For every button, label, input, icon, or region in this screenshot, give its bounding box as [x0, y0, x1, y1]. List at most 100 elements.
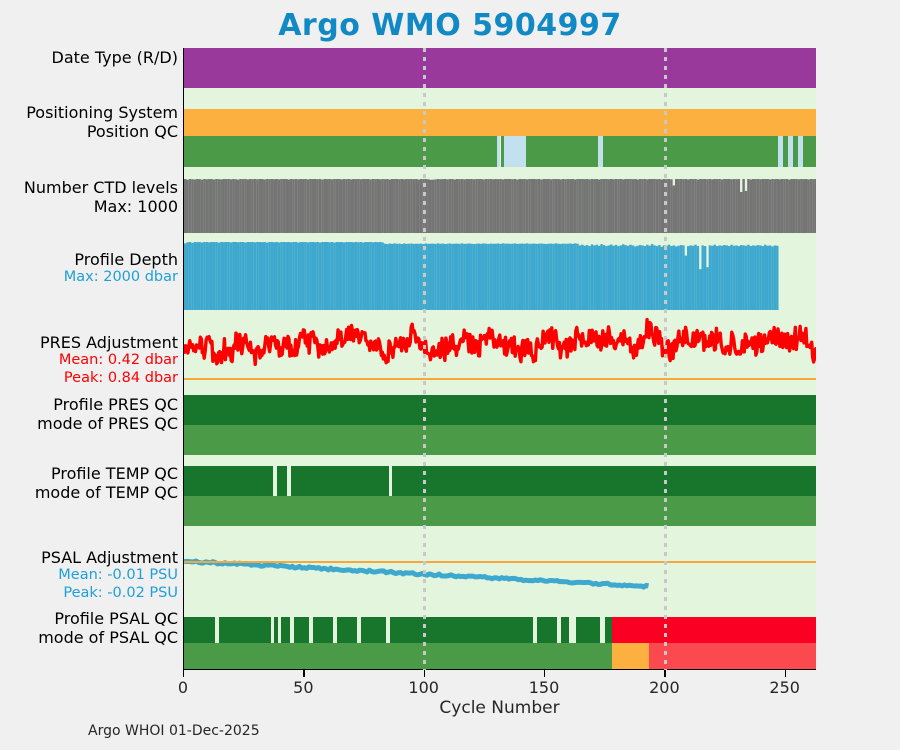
ctd-levels-bar [229, 179, 233, 233]
panel-position-qc [184, 136, 816, 167]
ctd-levels-bar [756, 179, 760, 233]
profile-depth-bar [523, 243, 526, 310]
ctd-levels-bar [244, 179, 247, 233]
ctd-levels-bar [614, 179, 618, 233]
profile-depth-bar [292, 242, 295, 310]
ctd-levels-bar [448, 179, 452, 233]
profile-depth-bar [711, 245, 714, 310]
ctd-levels-bar [369, 179, 372, 233]
profile-depth-bar [631, 245, 635, 310]
profile-psal-qc-segment [557, 617, 561, 643]
profile-depth-bar [458, 243, 461, 310]
profile-depth-bar [578, 245, 582, 310]
ctd-levels-bar [484, 179, 488, 233]
ctd-levels-bar [513, 179, 517, 233]
x-tick-label: 150 [528, 678, 560, 697]
ctd-levels-bar [508, 179, 512, 233]
ctd-levels-bar [253, 179, 257, 233]
ctd-levels-bar [581, 179, 584, 233]
ctd-levels-bar [776, 179, 779, 233]
profile-depth-bar [198, 242, 201, 310]
ctd-levels-bar [193, 179, 197, 233]
ctd-levels-bar [446, 179, 449, 233]
ctd-levels-bar [583, 179, 586, 233]
footer-credit: Argo WHOI 01-Dec-2025 [88, 723, 260, 739]
profile-depth-bar [347, 242, 351, 310]
ctd-levels-bar [395, 179, 399, 233]
profile-depth-bar [634, 246, 637, 310]
ctd-levels-bar [504, 179, 507, 233]
profile-depth-bar [756, 245, 760, 310]
ctd-levels-bar [597, 179, 601, 233]
profile-depth-bar [212, 242, 216, 310]
profile-depth-bar [248, 242, 252, 310]
position-qc-segment [778, 136, 784, 167]
ctd-levels-bar [306, 179, 310, 233]
ctd-levels-bar [436, 179, 440, 233]
row-label-profile-temp-qc: Profile TEMP QC mode of TEMP QC [0, 464, 178, 502]
profile-psal-qc-segment [293, 617, 310, 643]
label-pres-peak: Peak: 0.84 dbar [63, 369, 178, 386]
pres-zero-reference-line [184, 378, 816, 380]
profile-depth-bar [492, 243, 495, 310]
profile-depth-bar [610, 244, 613, 310]
profile-depth-bar [246, 242, 250, 310]
profile-depth-bar [557, 243, 560, 310]
profile-depth-bar [535, 243, 538, 310]
profile-depth-bar [241, 242, 245, 310]
profile-depth-bar [403, 243, 406, 310]
ctd-levels-bar [797, 179, 801, 233]
ctd-levels-bar [460, 179, 464, 233]
ctd-levels-bar [376, 179, 379, 233]
profile-depth-bar [725, 245, 728, 310]
panel-mode-temp-qc [184, 496, 816, 526]
profile-depth-bar [646, 244, 649, 310]
profile-psal-qc-segment [312, 617, 334, 643]
ctd-levels-bar [641, 179, 644, 233]
profile-depth-bar [487, 243, 490, 310]
ctd-levels-bar [771, 179, 774, 233]
profile-depth-bar [715, 246, 719, 310]
profile-depth-bar [261, 242, 264, 310]
profile-depth-bar [299, 242, 302, 310]
ctd-levels-bar [809, 179, 813, 233]
mode-temp-qc-segment [184, 496, 816, 526]
label-number-ctd-levels: Number CTD levels [23, 178, 178, 197]
ctd-levels-bar [718, 179, 721, 233]
ctd-levels-bar [475, 179, 478, 233]
ctd-levels-bar [338, 179, 341, 233]
profile-depth-bar [287, 242, 290, 310]
profile-depth-bar [559, 243, 562, 310]
profile-depth-bar [200, 242, 204, 310]
ctd-levels-bar [200, 179, 204, 233]
ctd-levels-bar [802, 179, 806, 233]
profile-depth-bar [253, 242, 257, 310]
profile-depth-bar [369, 242, 372, 310]
profile-depth-bar [468, 243, 471, 310]
ctd-levels-bar [636, 179, 639, 233]
ctd-levels-bar [366, 179, 370, 233]
ctd-levels-bar [410, 179, 413, 233]
profile-depth-bar [443, 243, 447, 310]
ctd-levels-bar [390, 179, 394, 233]
profile-depth-bar [773, 245, 777, 310]
profile-depth-bar [470, 243, 473, 310]
profile-depth-bar [193, 242, 197, 310]
psal-adjustment-trace [184, 558, 649, 590]
ctd-levels-bar [234, 179, 237, 233]
profile-psal-qc-segment [569, 617, 577, 643]
ctd-levels-bar [256, 179, 259, 233]
ctd-levels-bar [220, 179, 223, 233]
row-label-profile-psal-qc: Profile PSAL QC mode of PSAL QC [0, 609, 178, 647]
ctd-levels-bar [590, 179, 594, 233]
ctd-levels-bar [547, 179, 550, 233]
ctd-levels-bar [222, 179, 225, 233]
gridline-cycle-200 [663, 48, 667, 670]
ctd-levels-bar [328, 179, 331, 233]
profile-depth-bar [723, 245, 726, 310]
profile-psal-qc-segment [309, 617, 313, 643]
ctd-levels-bar [530, 179, 534, 233]
profile-psal-qc-segment [532, 617, 537, 643]
profile-temp-qc-segment [388, 466, 393, 496]
ctd-levels-bar [699, 179, 702, 233]
